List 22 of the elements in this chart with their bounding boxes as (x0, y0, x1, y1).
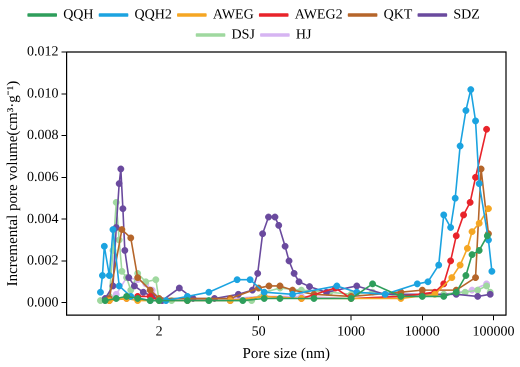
legend-label: QQH (63, 8, 94, 23)
legend-label: AWEG2 (294, 8, 343, 23)
x-tick-label: 2 (156, 324, 163, 340)
legend-label: DSJ (232, 28, 256, 43)
legend-label: QKT (384, 8, 413, 23)
y-tick-label: 0.000 (27, 295, 58, 310)
x-tick-label: 10000 (404, 324, 440, 340)
y-tick-label: 0.012 (27, 44, 58, 60)
legend-label: AWEG (212, 8, 254, 23)
legend-label: HJ (296, 28, 312, 43)
x-tick-label: 100000 (472, 324, 514, 340)
x-tick-label: 50 (252, 324, 266, 340)
y-tick-label: 0.010 (27, 86, 58, 102)
y-tick-label: 0.008 (27, 128, 58, 144)
legend-label: SDZ (453, 8, 480, 23)
x-axis-title: Pore size (nm) (242, 346, 330, 362)
y-tick-label: 0.002 (27, 254, 58, 269)
y-axis-title: Incremental pore volume(cm³·g⁻¹) (4, 80, 21, 286)
y-tick-label: 0.004 (27, 212, 58, 227)
legend-label: QQH2 (134, 8, 172, 23)
x-tick-label: 1000 (337, 324, 366, 340)
y-tick-label: 0.006 (27, 170, 58, 186)
